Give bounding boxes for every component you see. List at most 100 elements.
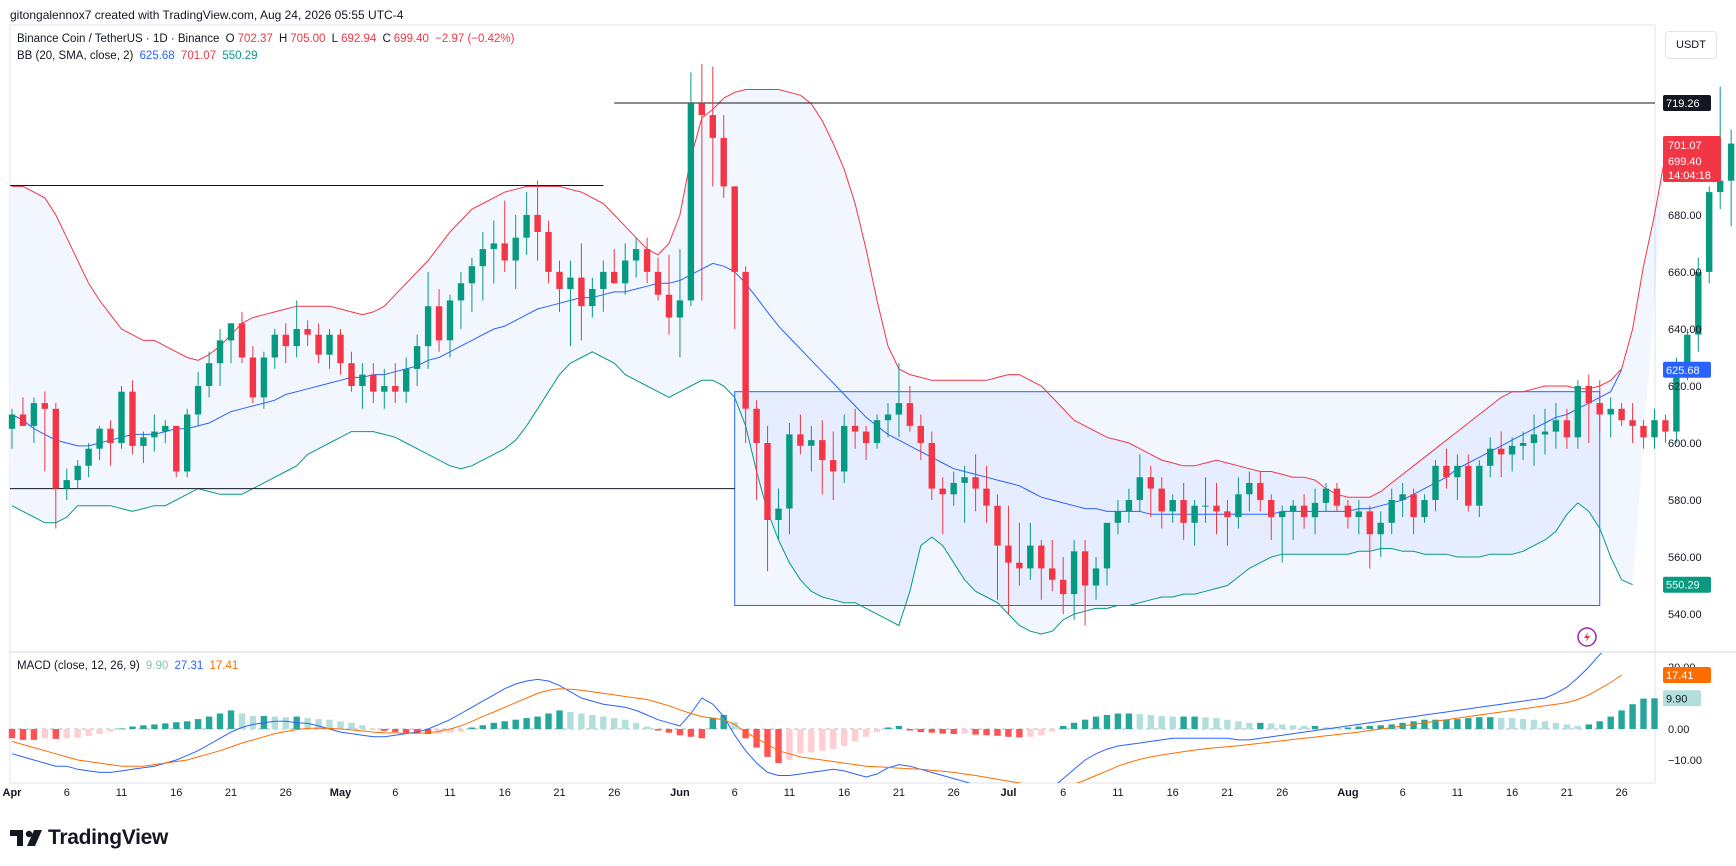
macd-histogram-bar [1508,718,1516,729]
price-tick-label: 540.00 [1668,609,1702,621]
last-price-tag-bg [1663,136,1721,182]
macd-histogram-bar [468,727,476,729]
candle-body [819,440,826,461]
candle-body [1235,494,1242,518]
candle-body [1508,445,1516,455]
macd-histogram-bar [512,719,519,729]
candle-body [534,214,541,232]
macd-legend: MACD (close, 12, 26, 9) 9.90 27.31 17.41 [17,660,241,672]
bb-upper-line [12,89,1666,498]
macd-histogram-bar [1618,710,1625,729]
macd-indicator-label[interactable]: MACD (close, 12, 26, 9) [17,660,140,672]
macd-histogram-bar [1432,719,1439,729]
created-by-text: gitongalennox7 created with TradingView.… [10,8,404,22]
price-axis[interactable]: 540.00 560.00 580.00 600.00 620.00 640.00 660.… [1668,210,1702,767]
macd-histogram-bar [928,729,935,733]
macd-histogram-bar [622,719,629,729]
candle-body [1158,488,1165,512]
macd-histogram-bar [1541,721,1549,730]
candle-body [1574,386,1581,438]
macd-histogram-bar [983,729,990,736]
candle-body [1114,511,1122,523]
macd-histogram-bar [52,729,59,739]
candle-body [260,357,268,398]
macd-histogram-bar [1081,719,1089,729]
macd-histogram-bar [1070,722,1078,729]
symbol-title[interactable]: Binance Coin / TetherUS · 1D · Binance [17,33,220,45]
time-tick-label: 26 [1616,787,1628,799]
macd-histogram-bar [326,719,333,729]
macd-histogram-bar [1092,716,1100,729]
macd-histogram-bar [611,718,618,729]
candle-body [205,363,213,386]
candle-body [370,374,377,392]
low-label: L [331,33,339,45]
tradingview-brand[interactable]: TradingView [10,826,168,850]
lower-price-tag-bg [1663,576,1711,593]
macd-histogram-bar [851,729,859,742]
candle-body [1377,522,1384,535]
candle-body [1717,180,1724,193]
candle-body [808,440,815,446]
macd-histogram-bar [972,729,979,735]
candle-body [194,386,202,415]
macd-histogram-bar [1235,721,1242,730]
candle-body [1629,420,1636,426]
candle-body [654,271,662,295]
bb-indicator-label[interactable]: BB (20, SMA, close, 2) [17,50,134,62]
candle-body [1038,545,1045,569]
bb-legend: BB (20, SMA, close, 2) 625.68 701.07 550… [17,50,261,62]
candle-body [52,408,59,489]
candle-body [917,425,924,443]
close-value: 699.40 [393,33,429,45]
time-tick-label: 6 [732,787,738,799]
candle-body [950,482,957,495]
candle-body [676,300,684,318]
candle-body [1289,505,1297,512]
hist-value-tag-bg [1663,690,1701,707]
macd-histogram-bar [1268,723,1275,729]
alert-icon[interactable] [1577,627,1597,647]
signal-value-tag-bg [1663,667,1711,684]
candle-body [687,103,695,301]
candle-body [841,425,848,472]
macd-histogram-bar [490,722,497,729]
macd-tick-label: −10.00 [1668,755,1702,767]
bb-basis-line [11,262,1623,515]
macd-histogram-bar [1103,715,1111,729]
candle-body [567,277,574,289]
candle-body [1673,363,1680,432]
candle-body [1049,568,1056,580]
macd-histogram-bar [140,725,147,729]
macd-histogram-bar [1279,724,1286,729]
macd-histogram-bar [1410,721,1417,730]
candle-body [983,488,990,506]
macd-histogram-bar [30,729,38,740]
macd-histogram-bar [19,729,27,740]
macd-histogram-bar [118,728,125,730]
upper-band-price-text: 701.07 [1668,140,1702,152]
macd-histogram-bar [194,719,202,729]
candle-body [304,329,311,335]
macd-line-value: 27.31 [174,660,204,672]
macd-histogram-bar [227,710,235,729]
price-tick-label: 560.00 [1668,552,1702,564]
time-tick-label: 21 [1221,787,1233,799]
candle-body [446,300,454,341]
macd-histogram-bar [1640,698,1647,729]
candle-body [764,443,771,520]
currency-unit-button[interactable]: USDT [1665,31,1717,59]
candle-body [709,115,716,138]
open-value: 702.37 [237,33,273,45]
macd-histogram-bar [1114,713,1122,729]
macd-histogram-bar [600,716,607,729]
candle-body [632,249,640,261]
time-axis[interactable]: Apr 6 11 16 21 26 May 6 11 16 21 26 Jun 6 11 16 21 26 Jul 6… [3,787,1628,799]
candle-body [359,374,366,386]
macd-histogram-bar [1038,729,1045,736]
bb-upper-value: 701.07 [180,50,217,62]
candle-body [216,340,224,364]
macd-histogram-bar [337,721,344,730]
macd-histogram-bar [1519,719,1527,729]
